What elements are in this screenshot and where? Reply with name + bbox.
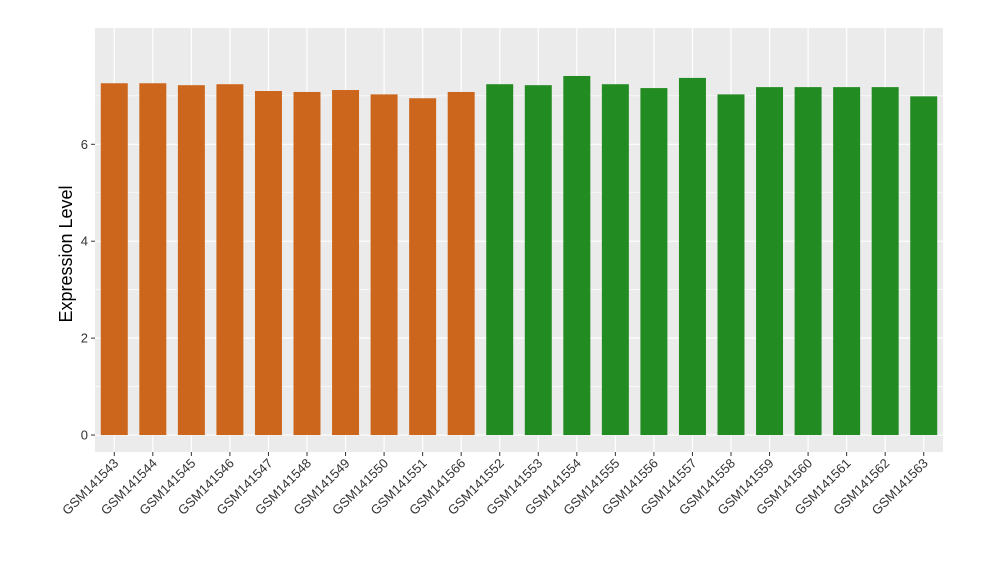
bar-GSM141545 [177,85,205,436]
bar-GSM141563 [910,96,938,436]
bar-GSM141561 [833,87,861,436]
bar-GSM141550 [370,94,398,436]
bar-GSM141562 [871,87,899,436]
bar-GSM141554 [563,75,591,436]
bar-GSM141555 [601,84,629,436]
y-tick-label: 0 [81,428,88,443]
y-tick-label: 6 [81,137,88,152]
bar-GSM141560 [794,87,822,436]
bar-GSM141544 [139,83,167,436]
bar-GSM141552 [486,84,514,436]
bar-GSM141543 [100,83,128,436]
y-axis-label: Expression Level [56,185,76,322]
bar-GSM141556 [640,88,668,436]
bar-GSM141558 [717,94,745,436]
y-tick-label: 4 [81,234,88,249]
bar-GSM141547 [254,90,282,436]
bar-GSM141559 [756,87,784,436]
bar-GSM141548 [293,91,321,436]
bar-GSM141549 [332,90,360,436]
bar-GSM141553 [524,85,552,436]
y-tick-label: 2 [81,331,88,346]
bar-GSM141566 [447,91,475,436]
bar-GSM141551 [409,98,437,436]
bar-GSM141557 [678,77,706,436]
bar-GSM141546 [216,84,244,436]
